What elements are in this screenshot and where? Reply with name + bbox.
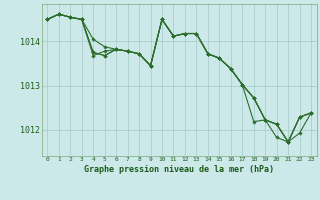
X-axis label: Graphe pression niveau de la mer (hPa): Graphe pression niveau de la mer (hPa)	[84, 165, 274, 174]
